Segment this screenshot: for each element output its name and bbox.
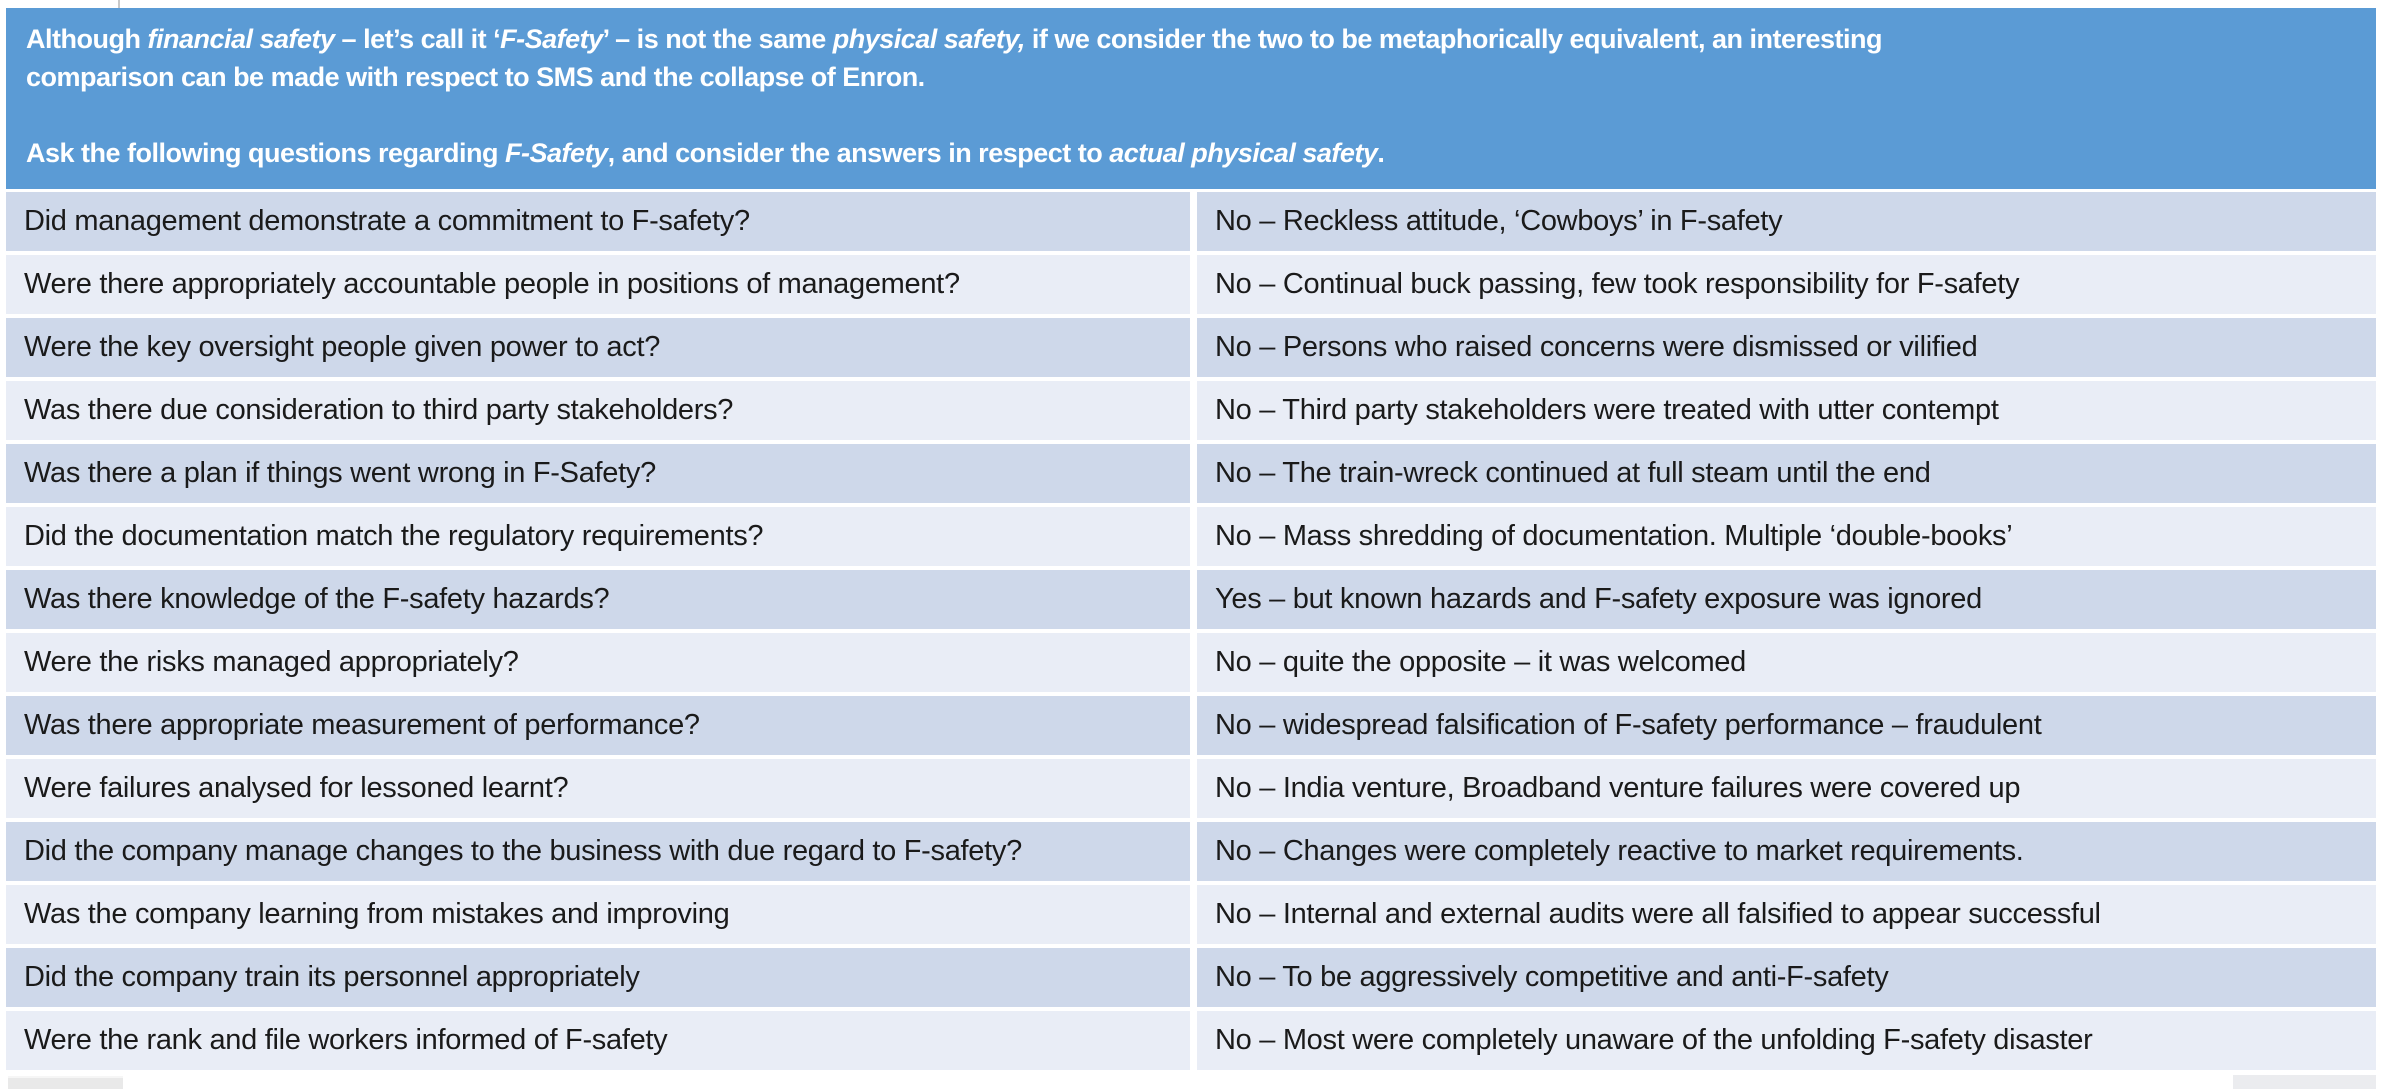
question-cell: Did the company train its personnel appr…: [6, 948, 1190, 1007]
answer-cell: No – India venture, Broadband venture fa…: [1197, 759, 2376, 818]
header-text: .: [1377, 138, 1385, 168]
answer-cell: No – widespread falsification of F-safet…: [1197, 696, 2376, 755]
header-text-line: [26, 96, 2356, 134]
question-cell: Was there due consideration to third par…: [6, 381, 1190, 440]
header-text-line: comparison can be made with respect to S…: [26, 58, 2356, 96]
header-text-line: Although financial safety – let’s call i…: [26, 20, 2356, 58]
header-emphasis-text: F-Safety: [505, 138, 608, 168]
question-cell: Were the rank and file workers informed …: [6, 1011, 1190, 1070]
question-cell: Was the company learning from mistakes a…: [6, 885, 1190, 944]
header-emphasis-text: F-Safety: [500, 24, 603, 54]
question-cell: Were there appropriately accountable peo…: [6, 255, 1190, 314]
cropped-cell-artifact-right: [2233, 1075, 2376, 1089]
answer-cell: No – quite the opposite – it was welcome…: [1197, 633, 2376, 692]
question-cell: Was there knowledge of the F-safety haza…: [6, 570, 1190, 629]
answer-cell: No – Changes were completely reactive to…: [1197, 822, 2376, 881]
question-cell: Did the documentation match the regulato…: [6, 507, 1190, 566]
header-text: Ask the following questions regarding: [26, 138, 506, 168]
question-cell: Were failures analysed for lessoned lear…: [6, 759, 1190, 818]
answer-cell: No – Third party stakeholders were treat…: [1197, 381, 2376, 440]
answer-cell: Yes – but known hazards and F-safety exp…: [1197, 570, 2376, 629]
answer-cell: No – Internal and external audits were a…: [1197, 885, 2376, 944]
header-text: if we consider the two to be metaphorica…: [1024, 24, 1883, 54]
answer-cell: No – Mass shredding of documentation. Mu…: [1197, 507, 2376, 566]
answer-cell: No – Continual buck passing, few took re…: [1197, 255, 2376, 314]
answer-cell: No – To be aggressively competitive and …: [1197, 948, 2376, 1007]
table-edge-artifact: [118, 0, 120, 8]
header-text-line: Ask the following questions regarding F-…: [26, 134, 2356, 172]
header-banner: Although financial safety – let’s call i…: [6, 8, 2376, 189]
header-emphasis-text: physical safety,: [832, 24, 1026, 54]
header-text: Although: [26, 24, 148, 54]
question-cell: Was there a plan if things went wrong in…: [6, 444, 1190, 503]
cropped-cell-artifact-left: [8, 1076, 123, 1089]
question-cell: Were the risks managed appropriately?: [6, 633, 1190, 692]
question-cell: Did management demonstrate a commitment …: [6, 192, 1190, 251]
answer-cell: No – Most were completely unaware of the…: [1197, 1011, 2376, 1070]
question-cell: Did the company manage changes to the bu…: [6, 822, 1190, 881]
header-emphasis-text: financial safety: [147, 24, 335, 54]
header-text: ’ – is not the same: [602, 24, 833, 54]
answer-cell: No – Reckless attitude, ‘Cowboys’ in F-s…: [1197, 192, 2376, 251]
answer-cell: No – Persons who raised concerns were di…: [1197, 318, 2376, 377]
header-text: – let’s call it ‘: [334, 24, 501, 54]
question-cell: Was there appropriate measurement of per…: [6, 696, 1190, 755]
question-cell: Were the key oversight people given powe…: [6, 318, 1190, 377]
answer-cell: No – The train-wreck continued at full s…: [1197, 444, 2376, 503]
qa-table: Did management demonstrate a commitment …: [6, 192, 2376, 1070]
header-text: comparison can be made with respect to S…: [26, 62, 925, 92]
header-emphasis-text: actual physical safety: [1109, 138, 1378, 168]
header-text: , and consider the answers in respect to: [607, 138, 1110, 168]
